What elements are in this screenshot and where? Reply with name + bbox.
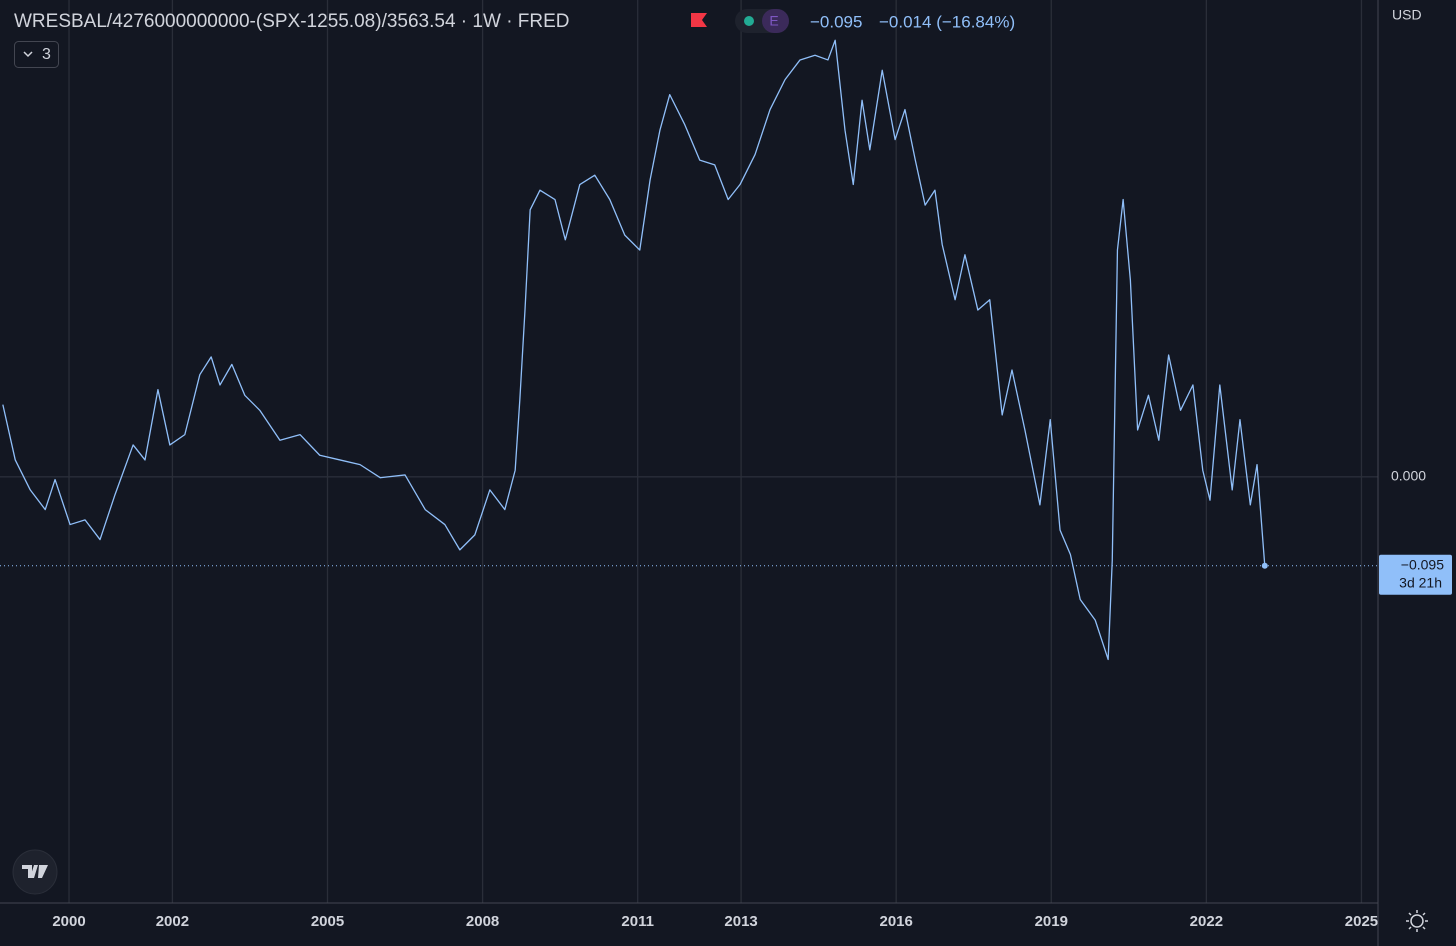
flag-icon[interactable] bbox=[691, 13, 707, 27]
change: −0.014 (−16.84%) bbox=[879, 12, 1015, 31]
logo-mark bbox=[22, 865, 48, 878]
x-tick-label: 2025 bbox=[1345, 913, 1378, 930]
last-point bbox=[1261, 562, 1268, 569]
gear bbox=[1410, 914, 1424, 928]
price-tag bbox=[1379, 554, 1452, 595]
currency: USD bbox=[1392, 7, 1422, 23]
earnings-letter: E bbox=[769, 13, 778, 29]
grid bbox=[0, 0, 1378, 903]
series-line bbox=[2, 39, 1266, 661]
plot-area bbox=[0, 39, 1378, 661]
x-tick-label: 2022 bbox=[1190, 913, 1223, 930]
settings-icon[interactable] bbox=[1406, 910, 1428, 932]
x-tick-label: 2019 bbox=[1035, 913, 1068, 930]
chart-title: WRESBAL/4276000000000-(SPX-1255.08)/3563… bbox=[14, 11, 570, 32]
x-tick-label: 2011 bbox=[621, 913, 654, 930]
x-axis: 2000 2002 2005 2008 2011 2013 2016 2019 2022 2025 bbox=[52, 913, 1378, 930]
indicator-count: 3 bbox=[42, 46, 51, 63]
x-tick-label: 2013 bbox=[724, 913, 757, 930]
status-dot bbox=[744, 16, 754, 26]
y-tick-label: 0.000 bbox=[1391, 467, 1426, 483]
price-tag-label: −0.095 bbox=[1401, 556, 1444, 572]
price-tag-countdown: 3d 21h bbox=[1399, 574, 1442, 590]
x-tick-label: 2002 bbox=[156, 913, 189, 930]
collapse-button[interactable] bbox=[14, 41, 59, 68]
chevron bbox=[23, 51, 33, 58]
gear-teeth bbox=[1406, 910, 1428, 932]
x-tick-label: 2016 bbox=[879, 913, 912, 930]
earnings-badge bbox=[762, 9, 789, 33]
x-tick-label: 2000 bbox=[52, 913, 85, 930]
x-tick-label: 2008 bbox=[466, 913, 499, 930]
last-value: −0.095 bbox=[810, 12, 862, 31]
x-tick-label: 2005 bbox=[311, 913, 344, 930]
